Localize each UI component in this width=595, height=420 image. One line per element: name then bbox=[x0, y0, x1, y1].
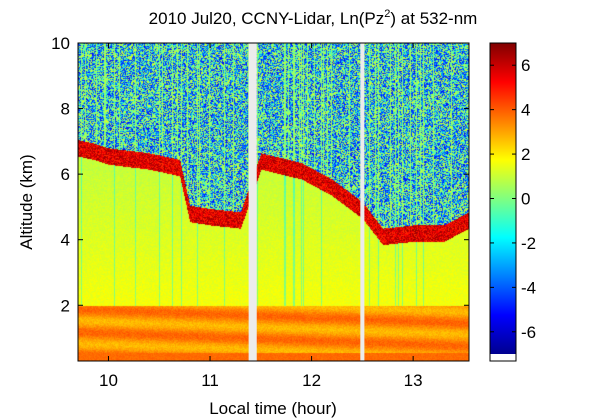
x-axis: 10 11 12 13 bbox=[99, 43, 423, 390]
y-tick-label: 8 bbox=[61, 100, 70, 119]
colorbar-tick-label: 2 bbox=[521, 145, 530, 164]
y-tick-label: 6 bbox=[61, 165, 70, 184]
y-axis: 2 4 6 8 10 bbox=[51, 34, 469, 315]
colorbar-tick-label: -2 bbox=[521, 234, 536, 253]
y-tick-label: 10 bbox=[51, 34, 70, 53]
data-gaps bbox=[248, 43, 365, 361]
colorbar-ticks: 6 4 2 0 -2 -4 -6 bbox=[490, 56, 536, 342]
x-tick-label: 10 bbox=[99, 371, 118, 390]
x-axis-label: Local time (hour) bbox=[209, 399, 337, 418]
data-gap bbox=[360, 43, 365, 361]
chart-title: 2010 Jul20, CCNY-Lidar, Ln(Pz2) at 532-n… bbox=[149, 8, 478, 28]
colorbar-tick-label: 0 bbox=[521, 190, 530, 209]
data-gap bbox=[248, 43, 257, 361]
heatmap-image bbox=[78, 43, 469, 361]
y-tick-label: 4 bbox=[61, 231, 70, 250]
title-tail: ) at 532-nm bbox=[390, 9, 477, 28]
colorbar-gradient bbox=[490, 43, 516, 354]
colorbar: 6 4 2 0 -2 -4 -6 bbox=[489, 42, 536, 362]
x-tick-label: 11 bbox=[201, 371, 219, 390]
colorbar-tick-label: 4 bbox=[521, 101, 530, 120]
colorbar-underflow bbox=[490, 354, 516, 361]
colorbar-tick-label: -6 bbox=[521, 323, 536, 342]
y-tick-label: 2 bbox=[61, 296, 70, 315]
title-superscript: 2 bbox=[384, 8, 390, 20]
colorbar-tick-label: 6 bbox=[521, 56, 530, 75]
heatmap-plot-area bbox=[77, 42, 470, 362]
colorbar-frame bbox=[489, 42, 517, 362]
y-axis-label: Altitude (km) bbox=[17, 154, 36, 249]
colorbar-tick-label: -4 bbox=[521, 278, 536, 297]
x-tick-label: 12 bbox=[302, 371, 321, 390]
title-main: 2010 Jul20, CCNY-Lidar, Ln(Pz bbox=[149, 9, 385, 28]
plot-frame bbox=[77, 42, 470, 362]
x-tick-label: 13 bbox=[404, 371, 423, 390]
